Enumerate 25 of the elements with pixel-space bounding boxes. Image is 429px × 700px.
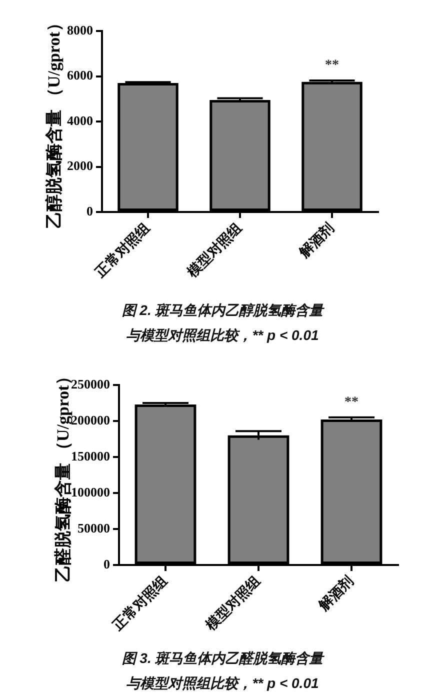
y-tick-label: 100000 — [71, 484, 110, 500]
data-label: ** — [344, 395, 358, 410]
y-tick-label: 250000 — [71, 376, 110, 392]
x-tick-label: 解酒剂 — [294, 219, 338, 262]
x-tick-label: 正常对照组 — [109, 573, 171, 635]
text: 图 3. 斑马鱼体内乙醛脱氢酶含量 — [120, 649, 326, 668]
x-tick-label: 模型对照组 — [184, 220, 246, 282]
y-tick-label: 2000 — [67, 158, 93, 174]
y-tick-label: 0 — [104, 556, 110, 572]
y-tick-label: 8000 — [67, 22, 93, 38]
y-tick-label: 4000 — [67, 112, 93, 128]
y-axis-title: 乙醛脱氢酶含量 （U/gprot） — [54, 368, 73, 582]
text: 图 2. 斑马鱼体内乙醇脱氢酶含量 — [120, 301, 326, 320]
y-tick-label: 0 — [86, 203, 93, 218]
x-tick-label: 正常对照组 — [92, 220, 154, 282]
x-tick-label: 解酒剂 — [314, 572, 357, 615]
x-tick-label: 模型对照组 — [202, 573, 264, 635]
text: 与模型对照组比较，** p < 0.01 — [125, 674, 320, 693]
y-tick-label: 150000 — [71, 448, 110, 464]
y-tick-label: 50000 — [78, 520, 110, 536]
y-tick-label: 200000 — [71, 412, 110, 428]
y-axis-title: 乙醇脱氢酶含量 （U/gprot） — [44, 14, 64, 228]
text: 与模型对照组比较，** p < 0.01 — [125, 326, 320, 345]
y-tick-label: 6000 — [67, 68, 93, 83]
data-label: ** — [325, 58, 339, 74]
